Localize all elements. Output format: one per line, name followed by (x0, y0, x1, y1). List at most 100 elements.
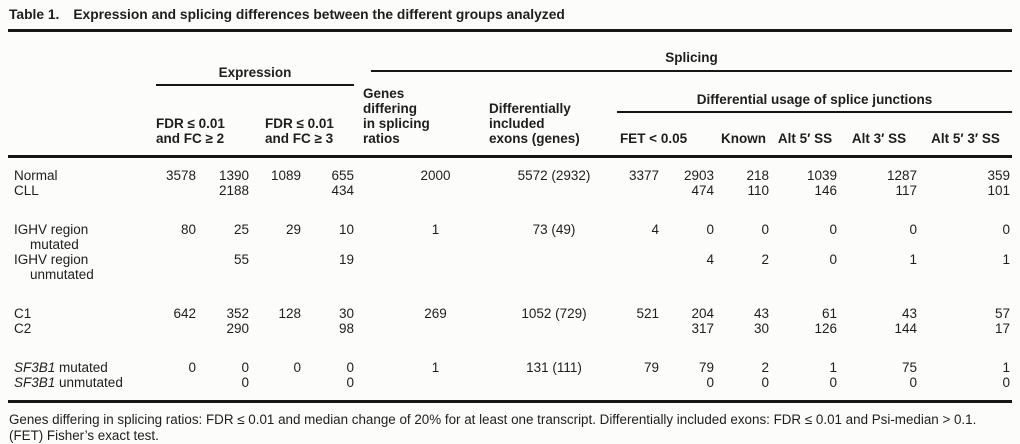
cell: 642 (173, 306, 196, 321)
table-row-ighv-mutated: IGHV region mutated 80 25 29 10 1 73 (49… (8, 222, 1012, 252)
cell: 3578 (126, 155, 198, 183)
cell: 146 (814, 183, 838, 198)
table-row-normal: Normal 3578 1390 1089 655 2000 5572 (293… (8, 155, 1013, 183)
group-spacer (8, 282, 1012, 306)
col-header-line: and FC ≥ 3 (265, 131, 334, 146)
cell: 1 (829, 360, 838, 375)
cell: 290 (226, 321, 249, 336)
cell: 2903 (661, 155, 717, 183)
cell: 0 (909, 222, 918, 237)
cell (126, 252, 198, 282)
header-group-row: Expression Splicing (8, 32, 1013, 86)
cell (591, 252, 661, 282)
group-spacer (8, 336, 1012, 360)
header-junction-cols-row: FET < 0.05 Known Alt 5′ SS Alt 3′ SS Alt… (8, 113, 1012, 156)
table-row-cll: CLL 2188 434 474 110 146 117 101 (8, 183, 1012, 198)
cell: 2188 (218, 183, 249, 198)
cell: 30 (754, 321, 770, 336)
cell: 0 (829, 222, 838, 237)
cell: 79 (699, 360, 715, 375)
junctions-group-label: Differential usage of splice junctions (617, 92, 1013, 114)
col-header-genes-differing: Genes differing in splicing ratios (356, 86, 461, 157)
cell: 79 (644, 360, 660, 375)
cell: 0 (909, 375, 918, 390)
cell: 80 (180, 222, 196, 237)
cell: 1287 (839, 155, 920, 183)
cell (591, 183, 661, 198)
cell (126, 183, 198, 198)
cell: 57 (995, 306, 1011, 321)
cell: 131 (111) (526, 360, 582, 375)
cell: 1039 (771, 155, 840, 183)
table-body: Normal 3578 1390 1089 655 2000 5572 (293… (8, 155, 1013, 401)
cell: 1089 (251, 155, 303, 183)
junctions-group-header: Differential usage of splice junctions (591, 86, 1013, 114)
cell (126, 375, 198, 400)
cell: 218 (716, 155, 772, 183)
expression-group-label: Expression (156, 65, 355, 86)
cell (356, 183, 461, 198)
table-caption: Table 1. Expression and splicing differen… (8, 5, 1012, 32)
cell: 0 (829, 252, 838, 267)
cell: 1 (909, 252, 918, 267)
cell: 0 (761, 222, 770, 237)
table-caption-number: Table 1. (9, 7, 60, 22)
cell: 30 (339, 306, 355, 321)
cell: 0 (1002, 222, 1011, 237)
cell (591, 375, 661, 400)
cell: 655 (303, 155, 357, 183)
cell: 1052 (729) (521, 306, 587, 321)
row-label-text: mutated (30, 237, 79, 252)
cell: 43 (754, 306, 770, 321)
cell (356, 375, 461, 400)
gene-name: SF3B1 (14, 375, 56, 390)
header-sub-row: FDR ≤ 0.01 and FC ≥ 2 FDR ≤ 0.01 and FC … (8, 86, 1013, 146)
header-empty-corner (8, 32, 126, 86)
cell (356, 321, 461, 336)
col-header-fet: FET < 0.05 (619, 131, 688, 146)
row-label: SF3B1 mutated (8, 360, 126, 375)
col-header-line: FDR ≤ 0.01 (156, 116, 225, 131)
cell: 359 (919, 155, 1013, 183)
table-caption-text: Expression and splicing differences betw… (73, 7, 565, 22)
cell: 0 (706, 375, 715, 390)
cell (251, 183, 303, 198)
col-header-line: Genes differing (363, 86, 418, 116)
cell (251, 375, 303, 400)
cell: 17 (995, 321, 1011, 336)
cell: 98 (339, 321, 355, 336)
cell: 55 (233, 252, 249, 267)
col-header-included-exons: Differentially included exons (genes) (461, 86, 591, 157)
cell: 128 (278, 306, 301, 321)
cell: 117 (895, 183, 918, 198)
cell (251, 321, 303, 336)
col-header-fdr-fc3: FDR ≤ 0.01 and FC ≥ 3 (251, 86, 356, 157)
results-table: Expression Splicing FDR ≤ 0.01 and FC ≥ … (8, 32, 1013, 401)
col-header-fdr-fc2: FDR ≤ 0.01 and FC ≥ 2 (126, 86, 251, 157)
cell: 0 (241, 360, 249, 375)
cell: 1390 (198, 155, 251, 183)
splicing-group-header: Splicing (356, 32, 1013, 86)
col-header-line: and FC ≥ 2 (156, 131, 225, 146)
cell: 61 (822, 306, 838, 321)
row-label-text: IGHV region (14, 252, 89, 267)
cell: 3377 (591, 155, 662, 183)
cell: 73 (49) (532, 222, 576, 237)
row-label-text: C1 (14, 306, 32, 321)
cell: 1 (1002, 360, 1011, 375)
cell: 0 (188, 360, 196, 375)
cell: 2000 (356, 155, 462, 183)
col-header-line: included (489, 116, 545, 131)
cell: 4 (706, 252, 715, 267)
splicing-group-label: Splicing (371, 50, 1013, 72)
table-footnote: Genes differing in splicing ratios: FDR … (9, 412, 977, 443)
cell: 0 (241, 375, 249, 390)
group-spacer (8, 198, 1012, 222)
col-header-alt53ss: Alt 5′ 3′ SS (931, 131, 1000, 146)
cell: 43 (902, 306, 918, 321)
cell (461, 183, 591, 198)
cell: 10 (339, 222, 355, 237)
cell: 204 (691, 306, 715, 321)
cell: 0 (346, 360, 355, 375)
cell: 29 (285, 222, 301, 237)
